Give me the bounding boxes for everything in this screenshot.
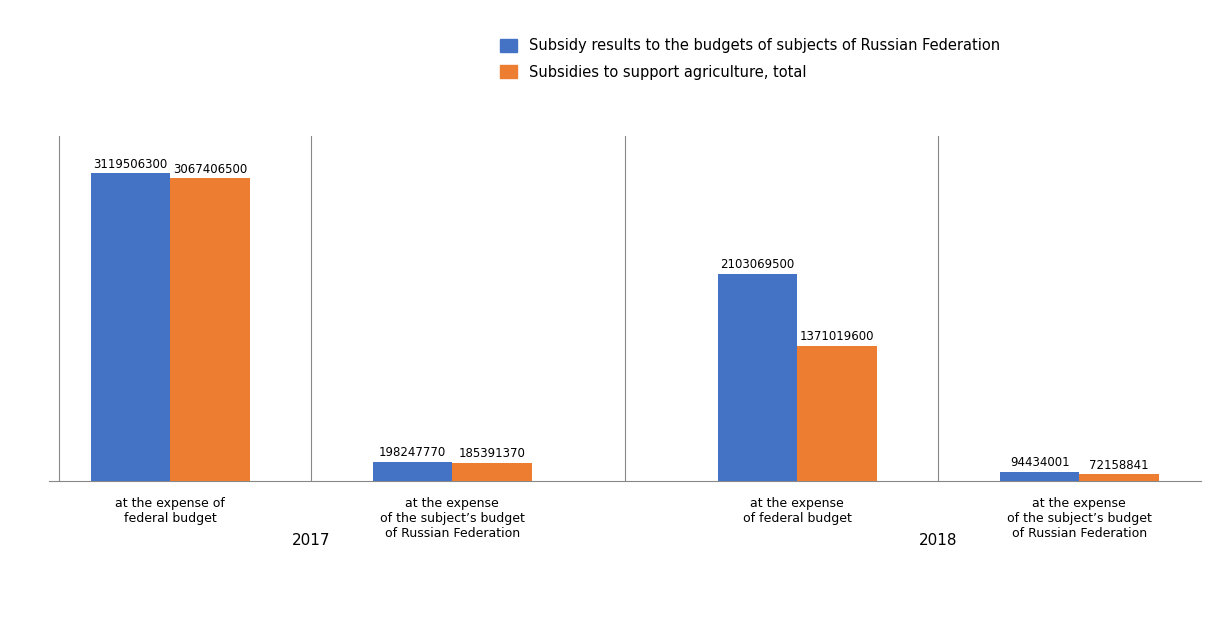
Bar [170,178,250,481]
Bar [797,346,877,481]
Text: 3067406500: 3067406500 [173,163,247,176]
Bar [91,173,170,481]
Bar [1079,474,1159,481]
Text: 1371019600: 1371019600 [800,331,875,344]
Bar [1000,472,1079,481]
Text: 185391370: 185391370 [458,447,526,460]
Text: 198247770: 198247770 [379,446,446,459]
Text: 2103069500: 2103069500 [720,258,795,271]
Legend: Subsidy results to the budgets of subjects of Russian Federation, Subsidies to s: Subsidy results to the budgets of subjec… [494,33,1006,86]
Text: 2018: 2018 [919,532,958,548]
Bar [372,462,452,481]
Bar [452,463,532,481]
Text: 72158841: 72158841 [1089,458,1149,471]
Text: 2017: 2017 [292,532,331,548]
Bar [718,274,797,481]
Text: 3119506300: 3119506300 [93,158,168,171]
Text: 94434001: 94434001 [1009,457,1069,470]
